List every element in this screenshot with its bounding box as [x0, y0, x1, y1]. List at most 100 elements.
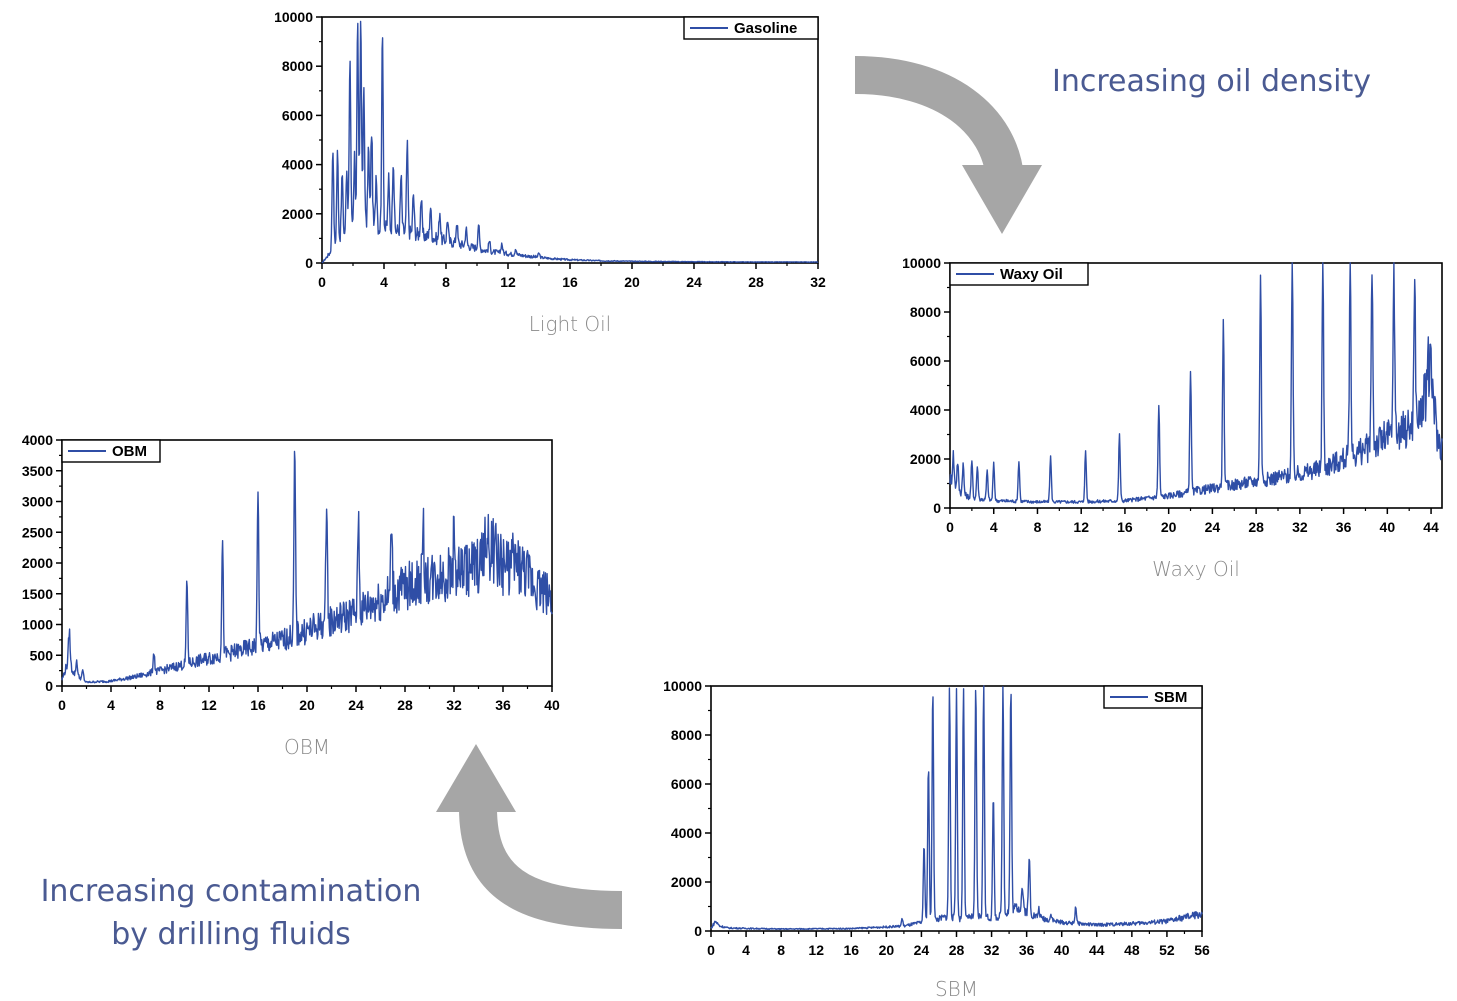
- x-tick-label: 8: [156, 697, 164, 713]
- x-tick-label: 32: [1292, 519, 1308, 535]
- arrow-to-obm-icon: [436, 744, 623, 929]
- x-tick-label: 0: [318, 274, 326, 290]
- y-tick-label: 10000: [902, 255, 941, 271]
- y-tick-label: 6000: [671, 776, 702, 792]
- y-tick-label: 2000: [22, 555, 53, 571]
- y-tick-label: 2000: [282, 206, 313, 222]
- contamination-annotation-line1: Increasing contamination: [41, 874, 422, 909]
- x-tick-label: 40: [1380, 519, 1396, 535]
- x-tick-label: 36: [495, 697, 511, 713]
- x-tick-label: 4: [742, 942, 750, 958]
- plot-frame: [949, 262, 1443, 509]
- legend-box: [1103, 685, 1203, 709]
- series-line: [710, 685, 1203, 931]
- legend-box: [683, 16, 819, 40]
- legend-box: [949, 262, 1089, 286]
- y-tick-label: 4000: [910, 402, 941, 418]
- x-tick-label: 0: [946, 519, 954, 535]
- y-tick-label: 6000: [910, 353, 941, 369]
- x-tick-label: 56: [1194, 942, 1210, 958]
- x-tick-label: 8: [1034, 519, 1042, 535]
- x-tick-label: 12: [201, 697, 217, 713]
- y-tick-label: 1000: [22, 617, 53, 633]
- x-tick-label: 16: [562, 274, 578, 290]
- x-tick-label: 36: [1019, 942, 1035, 958]
- x-tick-label: 44: [1089, 942, 1105, 958]
- x-tick-label: 0: [58, 697, 66, 713]
- x-tick-label: 32: [810, 274, 826, 290]
- x-tick-label: 12: [500, 274, 516, 290]
- x-tick-label: 28: [949, 942, 965, 958]
- x-tick-label: 36: [1336, 519, 1352, 535]
- series-line: [61, 450, 553, 684]
- chart-sbm: 0 2000 4000 6000 8000 10000 0 4 8 12 16 20 24 28 32 36 4…: [663, 678, 1210, 1001]
- x-tick-label: 24: [348, 697, 364, 713]
- chart-light-oil: 0 2000 4000 6000 8000 10000 0 4 8 12 16 20 24 28 32 Gas…: [274, 9, 826, 336]
- x-tick-label: 44: [1423, 519, 1439, 535]
- chart-caption: OBM: [284, 735, 330, 759]
- arrow-to-waxy-oil-icon: [854, 56, 1042, 234]
- chart-obm: 0 500 1000 1500 2000 2500 3000 3500 4000 0 4 8 12 16 2…: [22, 432, 560, 759]
- chart-caption: Light Oil: [529, 312, 611, 336]
- series-line: [321, 20, 819, 264]
- legend-box: [61, 439, 161, 463]
- y-tick-label: 0: [694, 923, 702, 939]
- x-tick-label: 20: [299, 697, 315, 713]
- legend-label: Gasoline: [734, 20, 797, 37]
- y-tick-label: 10000: [274, 9, 313, 25]
- y-tick-label: 500: [30, 647, 54, 663]
- x-tick-label: 4: [380, 274, 388, 290]
- y-tick-label: 2000: [910, 451, 941, 467]
- chart-waxy-oil: 0 2000 4000 6000 8000 10000 0 4 8 12 16 20 24 28 32 36 4…: [902, 255, 1443, 581]
- y-tick-label: 1500: [22, 586, 53, 602]
- legend-label: Waxy Oil: [1000, 266, 1063, 283]
- x-tick-label: 12: [1073, 519, 1089, 535]
- y-tick-label: 8000: [282, 58, 313, 74]
- x-tick-label: 32: [446, 697, 462, 713]
- x-tick-label: 20: [879, 942, 895, 958]
- chart-caption: Waxy Oil: [1152, 557, 1240, 581]
- x-tick-label: 48: [1124, 942, 1140, 958]
- x-tick-label: 24: [1205, 519, 1221, 535]
- x-tick-label: 40: [1054, 942, 1070, 958]
- y-tick-label: 4000: [22, 432, 53, 448]
- x-tick-label: 28: [1248, 519, 1264, 535]
- y-tick-label: 3000: [22, 494, 53, 510]
- legend-label: SBM: [1154, 689, 1187, 706]
- x-tick-label: 16: [843, 942, 859, 958]
- plot-frame: [61, 439, 553, 687]
- plot-frame: [321, 16, 819, 264]
- series-line: [949, 262, 1443, 504]
- x-tick-label: 8: [442, 274, 450, 290]
- x-tick-label: 4: [107, 697, 115, 713]
- y-tick-label: 4000: [282, 157, 313, 173]
- legend-label: OBM: [112, 443, 147, 460]
- y-tick-label: 8000: [671, 727, 702, 743]
- x-tick-label: 28: [748, 274, 764, 290]
- y-tick-label: 2000: [671, 874, 702, 890]
- y-tick-label: 4000: [671, 825, 702, 841]
- x-tick-label: 12: [808, 942, 824, 958]
- contamination-annotation-line2: by drilling fluids: [111, 917, 351, 952]
- y-tick-label: 0: [305, 255, 313, 271]
- x-tick-label: 0: [707, 942, 715, 958]
- y-tick-label: 2500: [22, 524, 53, 540]
- y-tick-label: 3500: [22, 463, 53, 479]
- chart-caption: SBM: [935, 977, 978, 1001]
- x-tick-label: 16: [250, 697, 266, 713]
- x-tick-label: 20: [1161, 519, 1177, 535]
- density-annotation: Increasing oil density: [1052, 64, 1371, 99]
- x-tick-label: 32: [984, 942, 1000, 958]
- y-tick-label: 0: [45, 678, 53, 694]
- x-tick-label: 24: [686, 274, 702, 290]
- y-tick-label: 6000: [282, 107, 313, 123]
- y-tick-label: 8000: [910, 304, 941, 320]
- x-tick-label: 20: [624, 274, 640, 290]
- x-tick-label: 16: [1117, 519, 1133, 535]
- x-tick-label: 40: [544, 697, 560, 713]
- y-tick-label: 10000: [663, 678, 702, 694]
- x-tick-label: 52: [1159, 942, 1175, 958]
- x-tick-label: 24: [914, 942, 930, 958]
- x-tick-label: 4: [990, 519, 998, 535]
